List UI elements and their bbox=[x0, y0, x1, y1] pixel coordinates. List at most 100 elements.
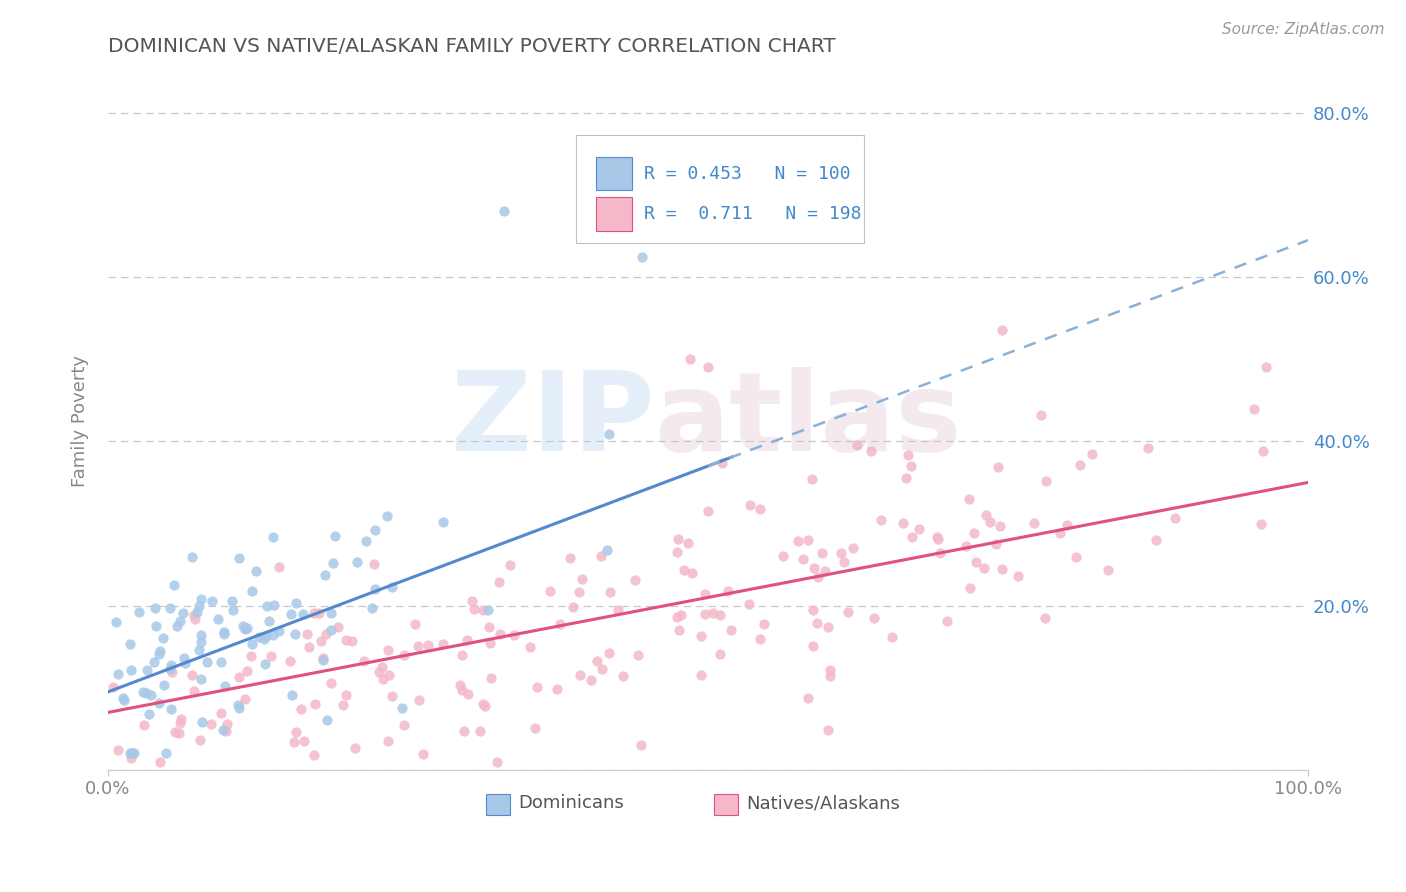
Point bbox=[457, 687, 479, 701]
Point bbox=[984, 537, 1007, 551]
Point bbox=[212, 723, 235, 738]
Point bbox=[143, 600, 166, 615]
Point bbox=[112, 693, 135, 707]
Point bbox=[503, 627, 526, 641]
Point bbox=[672, 563, 695, 577]
Point bbox=[807, 570, 830, 584]
Point bbox=[378, 668, 401, 682]
Point bbox=[965, 555, 987, 569]
Point bbox=[830, 545, 852, 559]
Point bbox=[589, 549, 612, 563]
Point bbox=[332, 698, 354, 712]
Point bbox=[432, 515, 454, 529]
Text: atlas: atlas bbox=[654, 368, 962, 475]
Point bbox=[308, 606, 330, 620]
Point bbox=[163, 578, 186, 592]
Point bbox=[322, 556, 344, 570]
Text: Dominicans: Dominicans bbox=[519, 795, 624, 813]
Point bbox=[212, 627, 235, 641]
Point bbox=[186, 605, 208, 619]
Point bbox=[681, 566, 703, 581]
Point bbox=[453, 723, 475, 738]
Point bbox=[319, 623, 342, 637]
Point bbox=[326, 620, 349, 634]
Point bbox=[152, 631, 174, 645]
Point bbox=[139, 689, 162, 703]
Point bbox=[979, 515, 1001, 529]
Point bbox=[312, 653, 335, 667]
Point bbox=[987, 460, 1010, 475]
Point bbox=[548, 617, 571, 632]
Point bbox=[101, 680, 124, 694]
Point bbox=[710, 456, 733, 470]
Point bbox=[693, 587, 716, 601]
Point bbox=[340, 633, 363, 648]
Point bbox=[335, 633, 357, 648]
Point bbox=[263, 598, 285, 612]
Point bbox=[738, 498, 761, 512]
Point bbox=[908, 522, 931, 536]
Point bbox=[748, 632, 770, 647]
Point bbox=[479, 636, 502, 650]
Point bbox=[254, 657, 277, 671]
Point bbox=[375, 508, 398, 523]
Point bbox=[538, 583, 561, 598]
Point bbox=[190, 635, 212, 649]
Point bbox=[925, 530, 948, 544]
Point bbox=[598, 426, 620, 441]
Point bbox=[368, 665, 391, 680]
Point bbox=[1007, 568, 1029, 582]
Point bbox=[599, 585, 621, 599]
Point bbox=[128, 605, 150, 619]
Point bbox=[693, 607, 716, 621]
Point bbox=[586, 654, 609, 668]
Point bbox=[280, 607, 302, 621]
Point bbox=[1056, 518, 1078, 533]
Point bbox=[488, 627, 510, 641]
Point bbox=[526, 681, 548, 695]
Point bbox=[247, 631, 270, 645]
Point bbox=[121, 747, 143, 761]
Point bbox=[451, 682, 474, 697]
Point bbox=[702, 606, 724, 620]
Point bbox=[598, 646, 620, 660]
Point bbox=[474, 699, 496, 714]
Point bbox=[180, 668, 202, 682]
Point bbox=[1035, 474, 1057, 488]
Point bbox=[309, 634, 332, 648]
Text: DOMINICAN VS NATIVE/ALASKAN FAMILY POVERTY CORRELATION CHART: DOMINICAN VS NATIVE/ALASKAN FAMILY POVER… bbox=[108, 37, 835, 56]
Point bbox=[112, 691, 135, 706]
Text: Source: ZipAtlas.com: Source: ZipAtlas.com bbox=[1222, 22, 1385, 37]
Point bbox=[233, 692, 256, 706]
Point bbox=[1144, 533, 1167, 548]
Point bbox=[240, 637, 263, 651]
Point bbox=[477, 603, 499, 617]
Point bbox=[373, 672, 395, 686]
Point bbox=[408, 693, 430, 707]
Point bbox=[143, 655, 166, 669]
Point bbox=[281, 688, 304, 702]
Point bbox=[546, 681, 568, 696]
Point bbox=[404, 617, 426, 632]
Point bbox=[470, 724, 492, 739]
Point bbox=[1064, 549, 1087, 564]
Point bbox=[752, 616, 775, 631]
Point bbox=[239, 649, 262, 664]
Point bbox=[173, 651, 195, 665]
Point bbox=[228, 701, 250, 715]
Point bbox=[571, 572, 593, 586]
Point bbox=[973, 561, 995, 575]
Point bbox=[928, 546, 950, 560]
Point bbox=[561, 600, 583, 615]
Point bbox=[121, 747, 143, 761]
Point bbox=[820, 663, 842, 677]
Point bbox=[416, 638, 439, 652]
Point bbox=[959, 581, 981, 595]
Point bbox=[292, 607, 315, 622]
Point bbox=[1251, 444, 1274, 458]
Point bbox=[228, 670, 250, 684]
Point bbox=[363, 582, 385, 596]
Point bbox=[148, 648, 170, 662]
Text: R =  0.711   N = 198: R = 0.711 N = 198 bbox=[644, 205, 862, 223]
Point bbox=[797, 533, 820, 548]
